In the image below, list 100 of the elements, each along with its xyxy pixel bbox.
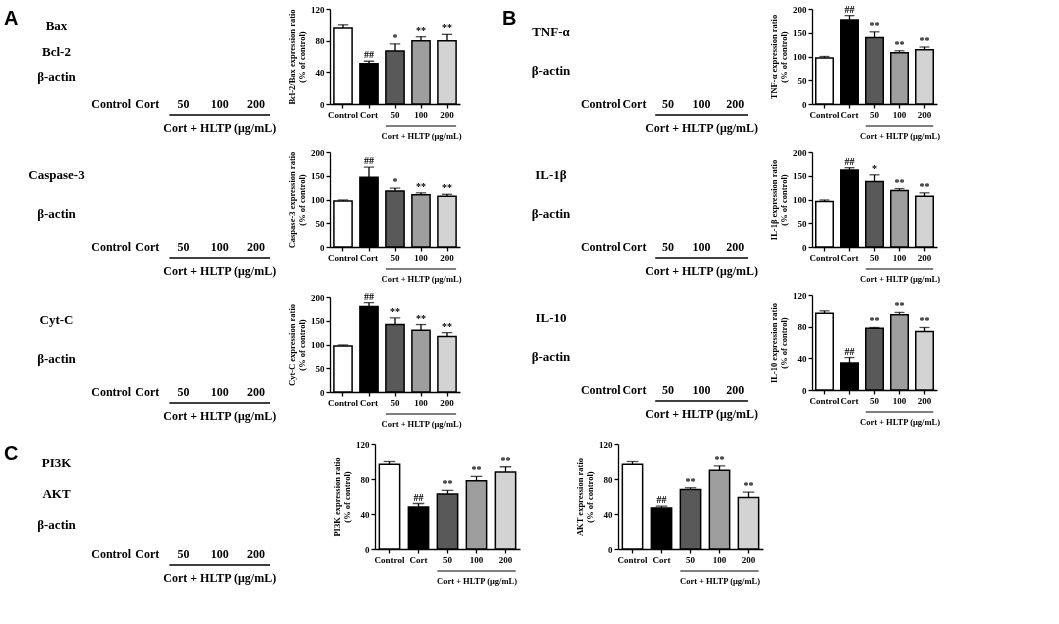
y-tick-label: 100	[793, 52, 807, 62]
category-label: Cort	[622, 97, 647, 111]
annotation: ##	[413, 491, 424, 503]
category-label: Cort	[135, 97, 160, 111]
y-axis-title: Bcl-2/Bax expression ratio (% of control)	[286, 9, 307, 105]
category-label: Cort	[135, 240, 160, 254]
x-tick-label: 200	[440, 109, 455, 120]
category-label: AKT	[42, 486, 71, 501]
y-tick-label: 120	[599, 439, 613, 450]
annotation: **	[471, 464, 482, 476]
x-tick-label: Cort	[840, 395, 859, 406]
category-label: Control	[580, 383, 622, 397]
x-tick-label: 100	[892, 109, 907, 120]
y-tick-label: 0	[320, 387, 325, 398]
annotation: **	[442, 22, 452, 34]
y-tick-label: 150	[311, 171, 325, 182]
x-axis-title: Cort + HLTP (μg/mL)	[437, 575, 518, 586]
annotation: **	[390, 305, 400, 317]
category-label: 100	[210, 97, 229, 111]
annotation: ##	[364, 49, 374, 61]
annotation: **	[442, 478, 453, 490]
annotation: **	[894, 300, 905, 312]
x-tick-label: 100	[414, 109, 429, 120]
y-tick-label: 0	[802, 242, 807, 253]
annotation: **	[714, 453, 725, 465]
category-label: 50	[177, 240, 190, 254]
category-label: Cyt-C	[39, 312, 74, 328]
y-axis-title: TNF-α expression ratio (% of control)	[768, 14, 789, 100]
y-tick-label: 50	[797, 218, 807, 229]
x-axis-title: Cort + HLTP (μg/mL)	[381, 130, 462, 141]
category-label: 200	[246, 97, 265, 111]
x-tick-label: Cort	[652, 554, 671, 565]
category-label: 100	[210, 240, 229, 254]
category-label: Bcl-2	[42, 43, 71, 59]
x-tick-label: Cort	[360, 397, 378, 408]
y-tick-label: 0	[320, 99, 325, 110]
y-tick-label: 40	[797, 353, 807, 364]
annotation: ##	[364, 155, 374, 167]
category-label: β-actin	[531, 62, 571, 78]
category-label: 50	[662, 240, 674, 254]
x-tick-label: 200	[440, 252, 455, 263]
x-tick-label: Control	[374, 554, 405, 565]
category-label: β-actin	[531, 205, 571, 221]
x-tick-label: Control	[328, 109, 359, 120]
x-tick-label: 100	[892, 252, 907, 263]
x-tick-label: 50	[390, 109, 400, 120]
text: A	[4, 7, 19, 29]
x-tick-label: Control	[328, 252, 359, 263]
y-axis-title: Caspase-3 expression ratio (% of control)	[286, 151, 307, 249]
x-axis-title: Cort + HLTP (μg/mL)	[860, 416, 941, 427]
category-label: IL-1β	[535, 167, 567, 183]
annotation: **	[919, 35, 930, 46]
category-label: 200	[726, 240, 745, 254]
x-tick-label: 50	[870, 395, 880, 406]
category-label: β-actin	[531, 348, 571, 364]
x-tick-label: 50	[443, 554, 453, 565]
y-axis-title: Cyt-C expression ratio (% of control)	[286, 304, 307, 386]
annotation: **	[869, 19, 880, 31]
y-tick-label: 0	[365, 544, 370, 555]
y-tick-label: 100	[311, 340, 325, 350]
category-label: 50	[662, 97, 674, 111]
x-tick-label: 50	[870, 252, 880, 263]
y-tick-label: 200	[311, 147, 325, 158]
y-tick-label: 100	[311, 195, 325, 205]
category-label: TNF-α	[532, 24, 570, 40]
annotation: **	[743, 480, 754, 492]
category-label: PI3K	[41, 455, 72, 471]
x-tick-label: 100	[469, 554, 484, 565]
annotation: **	[894, 176, 905, 188]
annotation: **	[416, 312, 426, 324]
category-label: Bax	[45, 17, 68, 33]
y-tick-label: 200	[793, 147, 807, 158]
y-tick-label: 50	[315, 218, 325, 229]
x-tick-label: 50	[870, 109, 880, 120]
x-axis-title: Cort + HLTP (μg/mL)	[860, 130, 941, 141]
y-tick-label: 200	[793, 4, 807, 15]
y-tick-label: 40	[603, 509, 613, 520]
y-tick-label: 150	[793, 28, 807, 39]
y-tick-label: 200	[311, 292, 325, 303]
annotation: **	[919, 180, 930, 192]
annotation: **	[869, 315, 880, 327]
x-tick-label: 200	[440, 397, 455, 408]
y-tick-label: 80	[797, 322, 807, 333]
text: C	[4, 442, 19, 464]
x-tick-label: 200	[917, 395, 932, 406]
text: Cort + HLTP (μg/mL)	[163, 121, 277, 135]
annotation: *	[392, 176, 398, 188]
category-label: 200	[726, 97, 745, 111]
x-tick-label: Control	[809, 109, 840, 120]
x-tick-label: 100	[892, 395, 907, 406]
annotation: **	[500, 454, 511, 466]
x-tick-label: 50	[390, 397, 400, 408]
y-tick-label: 120	[356, 439, 370, 450]
x-tick-label: Control	[617, 554, 648, 565]
x-tick-label: 100	[712, 554, 727, 565]
annotation: ##	[364, 290, 374, 302]
y-axis-title: IL-1β expression ratio (% of control)	[768, 159, 789, 241]
y-tick-label: 80	[603, 474, 613, 485]
category-label: 200	[726, 383, 745, 397]
annotation: **	[442, 320, 452, 332]
